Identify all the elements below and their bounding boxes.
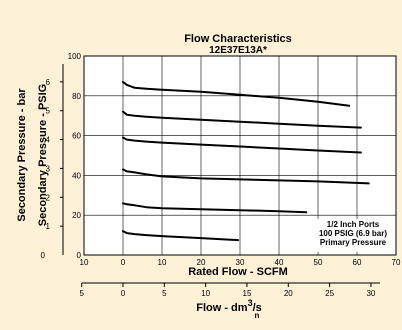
chart-title: Flow Characteristics	[184, 33, 292, 45]
annotation-line: 1/2 Inch Ports	[327, 220, 380, 229]
x-axis-label: Rated Flow - SCFM	[188, 266, 288, 278]
secondary-x-tick-label: 25	[325, 289, 334, 298]
series-line-2	[122, 110, 362, 129]
secondary-x-tick-label: 0	[121, 289, 126, 298]
secondary-x-tick-label: 5	[162, 289, 167, 298]
plot-frame	[83, 55, 397, 256]
x-tick-label: 20	[197, 258, 206, 267]
secondary-x-label-tail: /s	[253, 302, 262, 314]
y-tick-label: 60	[72, 132, 81, 141]
bar-tick-label: 1	[46, 222, 51, 231]
annotation-line: Primary Pressure	[320, 238, 387, 247]
secondary-x-label-sub: n	[255, 311, 260, 320]
secondary-x-label-main: Flow - dm	[196, 302, 248, 314]
secondary-x-tick-label: 10	[201, 289, 210, 298]
bar-tick-label: 5	[46, 107, 51, 116]
secondary-x-tick-label: 30	[366, 289, 375, 298]
bar-tick-label: 4	[46, 136, 51, 145]
x-tick-label: 60	[353, 258, 362, 267]
secondary-x-label-sup: 3	[248, 298, 253, 308]
y-axis-label-bar: Secondary Pressure - bar	[16, 88, 28, 222]
secondary-x-tick-label: 20	[284, 289, 293, 298]
y-tick-label: 100	[68, 52, 82, 61]
bar-tick-label: 3	[46, 164, 51, 173]
series-line-1	[122, 80, 351, 107]
x-tick-label: 10	[158, 258, 167, 267]
bar-tick-label: 6	[46, 78, 51, 87]
chart-subtitle: 12E37E13A*	[209, 45, 267, 56]
annotation-line: 100 PSIG (6.9 bar)	[319, 229, 387, 238]
bar-tick-label: 0	[41, 251, 46, 260]
annotation-background	[312, 219, 392, 252]
x-tick-label: 40	[275, 258, 284, 267]
y-tick-label: 0	[77, 251, 82, 260]
x-tick-label: 70	[392, 258, 401, 267]
x-tick-label: 0	[121, 258, 126, 267]
y-tick-label: 80	[72, 92, 81, 101]
y-axis-label-psig: Secondary Pressure - PSIG	[37, 84, 49, 226]
x-tick-label: 30	[236, 258, 245, 267]
secondary-x-axis-label: Flow - dm3/s	[196, 298, 262, 314]
secondary-x-tick-label: 5	[79, 289, 84, 298]
series-line-6	[122, 230, 240, 242]
y-tick-label: 20	[72, 211, 81, 220]
x-tick-label: 10	[80, 258, 89, 267]
series-line-4	[122, 168, 370, 185]
series-line-5	[122, 202, 308, 214]
x-tick-label: 50	[314, 258, 323, 267]
secondary-x-tick-label: 15	[243, 289, 252, 298]
y-tick-label: 40	[72, 171, 81, 180]
bar-tick-label: 2	[46, 193, 51, 202]
series-line-3	[122, 136, 362, 154]
